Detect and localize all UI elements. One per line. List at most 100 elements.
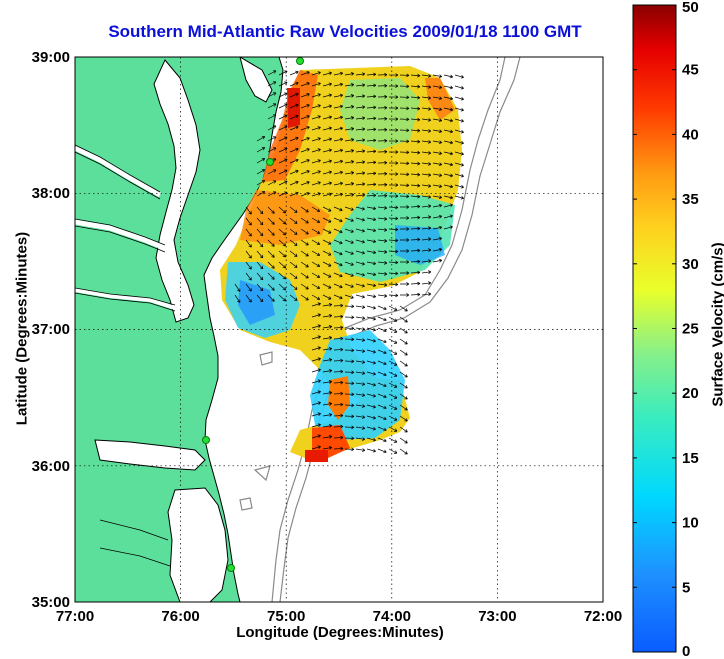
velocity-arrow	[377, 415, 387, 421]
velocity-arrow	[289, 70, 299, 76]
velocity-arrow	[388, 260, 399, 265]
velocity-arrow	[311, 390, 321, 395]
velocity-arrow	[333, 148, 344, 153]
velocity-arrow	[300, 148, 310, 153]
velocity-arrow	[289, 81, 299, 87]
x-axis-label: Longitude (Degrees:Minutes)	[236, 624, 444, 641]
velocity-arrow	[311, 423, 321, 428]
velocity-arrow	[322, 314, 333, 318]
velocity-arrow	[344, 348, 355, 353]
velocity-arrow	[267, 136, 277, 142]
velocity-arrow	[443, 225, 453, 230]
velocity-arrow	[388, 437, 398, 443]
velocity-arrow	[311, 368, 321, 373]
velocity-arrow	[355, 261, 365, 266]
velocity-arrow	[388, 95, 399, 99]
velocity-arrow	[344, 94, 355, 98]
velocity-arrow	[366, 305, 376, 310]
velocity-arrow	[421, 96, 432, 100]
velocity-arrow	[278, 239, 287, 247]
velocity-arrow	[410, 215, 421, 220]
velocity-arrow	[333, 336, 344, 341]
x-tick: 74:00	[373, 608, 411, 625]
velocity-arrow	[344, 250, 354, 255]
velocity-arrow	[333, 104, 344, 109]
velocity-arrow	[311, 313, 321, 318]
velocity-arrow	[278, 169, 288, 175]
velocity-arrow	[355, 415, 366, 419]
velocity-arrow	[322, 159, 332, 164]
velocity-arrow	[300, 137, 310, 142]
velocity-arrow	[322, 250, 332, 256]
velocity-arrow	[355, 83, 366, 88]
velocity-arrow	[388, 404, 398, 410]
velocity-arrow	[311, 115, 321, 120]
velocity-arrow	[245, 250, 252, 259]
velocity-arrow	[322, 294, 332, 300]
velocity-arrow	[421, 204, 432, 208]
velocity-arrow	[355, 294, 365, 299]
velocity-arrow	[289, 136, 299, 142]
velocity-arrow	[322, 148, 332, 153]
velocity-vectors	[234, 70, 464, 455]
velocity-arrow	[322, 446, 333, 450]
velocity-arrow	[399, 426, 408, 433]
velocity-arrow	[333, 380, 344, 385]
velocity-arrow	[443, 162, 454, 167]
velocity-arrow	[410, 237, 421, 242]
velocity-arrow	[454, 96, 464, 101]
velocity-arrow	[234, 294, 241, 303]
velocity-arrow	[322, 347, 333, 351]
velocity-arrow	[256, 272, 264, 281]
velocity-arrow	[366, 393, 376, 398]
radar-stations	[202, 57, 304, 572]
velocity-arrow	[399, 183, 410, 188]
y-tick: 37:00	[32, 321, 70, 338]
velocity-arrow	[388, 360, 398, 366]
velocity-arrow	[333, 413, 344, 418]
velocity-arrow	[289, 103, 299, 109]
velocity-arrow	[311, 283, 321, 289]
velocity-arrow	[278, 70, 288, 76]
velocity-arrow	[454, 184, 464, 189]
velocity-arrow	[311, 93, 321, 98]
velocity-arrow	[344, 326, 355, 331]
velocity-arrow	[344, 160, 355, 164]
velocity-arrow	[454, 195, 464, 200]
velocity-arrow	[399, 84, 410, 89]
velocity-arrow	[410, 161, 421, 166]
velocity-arrow	[400, 293, 410, 297]
velocity-arrow	[399, 117, 410, 122]
velocity-arrow	[322, 82, 332, 87]
velocity-arrow	[399, 172, 410, 177]
velocity-arrow	[443, 74, 454, 79]
velocity-arrow	[388, 327, 398, 333]
velocity-arrow	[322, 137, 332, 142]
velocity-arrow	[410, 204, 421, 209]
velocity-arrow	[443, 184, 454, 189]
velocity-arrow	[278, 206, 287, 214]
velocity-arrow	[333, 115, 344, 120]
velocity-arrow	[289, 92, 299, 98]
velocity-arrow	[366, 94, 377, 99]
velocity-arrow	[278, 272, 287, 280]
velocity-arrow	[443, 85, 454, 90]
velocity-arrow	[322, 261, 332, 267]
velocity-arrow	[322, 170, 332, 175]
velocity-arrow	[344, 359, 355, 364]
velocity-arrow	[355, 94, 366, 99]
velocity-arrow	[355, 426, 366, 430]
velocity-arrow	[410, 106, 421, 111]
velocity-arrow	[322, 206, 332, 212]
velocity-arrow	[377, 294, 388, 298]
velocity-arrow	[267, 191, 277, 197]
velocity-arrow	[377, 437, 387, 443]
velocity-arrow	[366, 171, 377, 176]
colorbar-tick-label: 15	[682, 450, 699, 467]
velocity-arrow	[333, 170, 344, 175]
velocity-arrow	[267, 103, 277, 109]
velocity-arrow	[344, 436, 355, 441]
velocity-arrow	[344, 182, 355, 186]
velocity-arrow	[267, 169, 277, 175]
velocity-arrow	[366, 72, 377, 77]
